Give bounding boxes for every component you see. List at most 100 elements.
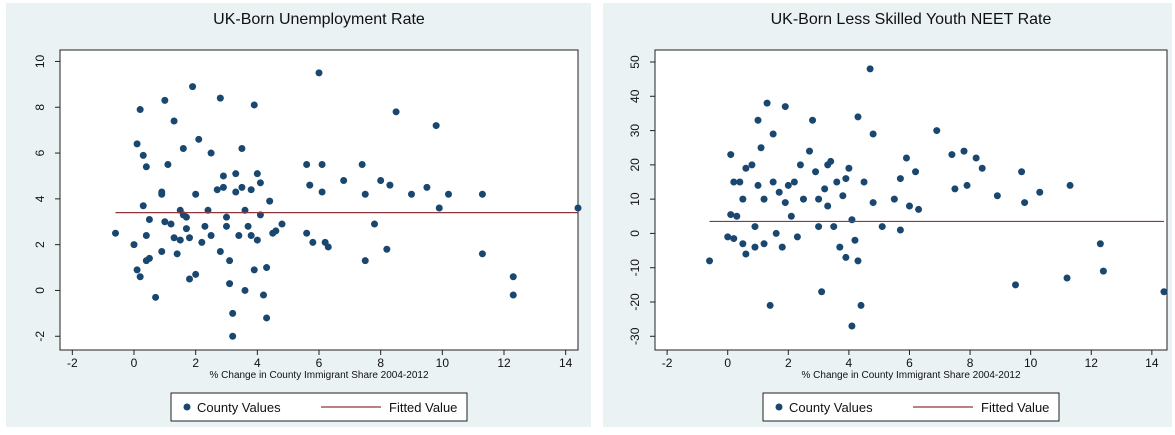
data-point: [145, 215, 153, 223]
data-point: [742, 250, 750, 258]
data-point: [963, 181, 971, 189]
data-point: [223, 213, 230, 221]
legend-label: County Values: [789, 400, 873, 415]
y-tick-label: 30: [628, 124, 642, 138]
data-point: [445, 190, 452, 198]
data-point: [189, 83, 197, 91]
data-point: [1063, 274, 1071, 282]
data-point: [790, 178, 798, 186]
data-point: [198, 238, 206, 246]
data-point: [866, 65, 874, 73]
x-tick-label: 14: [559, 356, 573, 370]
data-point: [361, 257, 369, 265]
data-point: [386, 181, 394, 189]
x-tick-label: 8: [377, 356, 384, 370]
data-point: [736, 178, 744, 186]
data-point: [213, 186, 221, 194]
x-axis-label: % Change in County Immigrant Share 2004-…: [801, 370, 1020, 381]
legend-label: Fitted Value: [981, 400, 1049, 415]
data-point: [1099, 267, 1107, 275]
data-point: [754, 116, 762, 124]
legend-label: County Values: [197, 400, 281, 415]
data-point: [223, 222, 230, 230]
x-tick-label: -2: [662, 356, 673, 370]
data-point: [793, 233, 801, 241]
data-point: [730, 178, 738, 186]
data-point: [340, 177, 348, 185]
y-tick-label: 10: [628, 192, 642, 206]
data-point: [912, 168, 920, 176]
legend-box: [762, 392, 1060, 422]
x-tick-label: 14: [1145, 356, 1159, 370]
data-point: [170, 117, 178, 125]
data-point: [232, 170, 240, 178]
data-point: [763, 99, 771, 107]
y-tick-label: 10: [33, 54, 47, 68]
data-point: [818, 288, 826, 296]
data-point: [993, 192, 1001, 200]
data-point: [845, 164, 853, 172]
data-point: [854, 113, 862, 121]
data-point: [232, 188, 240, 196]
data-point: [1036, 188, 1044, 196]
data-point: [186, 234, 193, 242]
data-point: [1021, 199, 1029, 207]
data-point: [730, 235, 738, 243]
data-point: [392, 108, 400, 116]
data-point: [948, 151, 956, 159]
data-point: [824, 202, 832, 210]
data-point: [896, 175, 904, 183]
data-point: [303, 161, 311, 169]
data-point: [377, 177, 385, 185]
data-point: [229, 309, 237, 317]
data-point: [192, 190, 200, 198]
data-point: [423, 183, 431, 191]
data-point: [303, 229, 311, 237]
x-tick-label: 4: [846, 356, 853, 370]
data-point: [235, 231, 243, 239]
data-point: [754, 181, 762, 189]
data-point: [192, 270, 200, 278]
data-point: [358, 161, 366, 169]
y-tick-label: 4: [33, 195, 47, 202]
data-point: [574, 204, 582, 212]
data-point: [408, 190, 415, 198]
plot-area: [654, 49, 1168, 351]
data-point: [435, 204, 443, 212]
data-point: [306, 181, 314, 189]
y-tick-label: -10: [628, 259, 642, 277]
x-tick-label: 6: [316, 356, 323, 370]
y-tick-label: 50: [628, 55, 642, 69]
data-point: [842, 175, 850, 183]
y-tick-label: -2: [33, 331, 47, 342]
data-point: [186, 275, 193, 283]
data-point: [933, 127, 941, 135]
data-point: [253, 170, 261, 178]
data-point: [176, 236, 184, 244]
data-point: [878, 223, 886, 231]
data-point: [739, 195, 747, 203]
data-point: [733, 212, 741, 220]
data-point: [195, 135, 203, 143]
data-point: [173, 250, 181, 258]
data-point: [848, 322, 856, 330]
data-point: [133, 266, 141, 274]
data-point: [324, 243, 332, 251]
data-point: [241, 286, 249, 294]
data-point: [1012, 281, 1020, 289]
data-point: [1066, 181, 1074, 189]
data-point: [244, 222, 252, 230]
data-point: [784, 181, 792, 189]
data-point: [781, 103, 789, 111]
data-point: [256, 179, 264, 187]
data-point: [216, 248, 224, 256]
data-point: [226, 257, 234, 265]
data-point: [136, 106, 144, 114]
data-point: [812, 168, 820, 176]
data-point: [229, 332, 237, 340]
data-point: [815, 223, 823, 231]
y-tick-label: 0: [33, 287, 47, 294]
data-point: [182, 213, 190, 221]
data-point: [978, 164, 986, 172]
